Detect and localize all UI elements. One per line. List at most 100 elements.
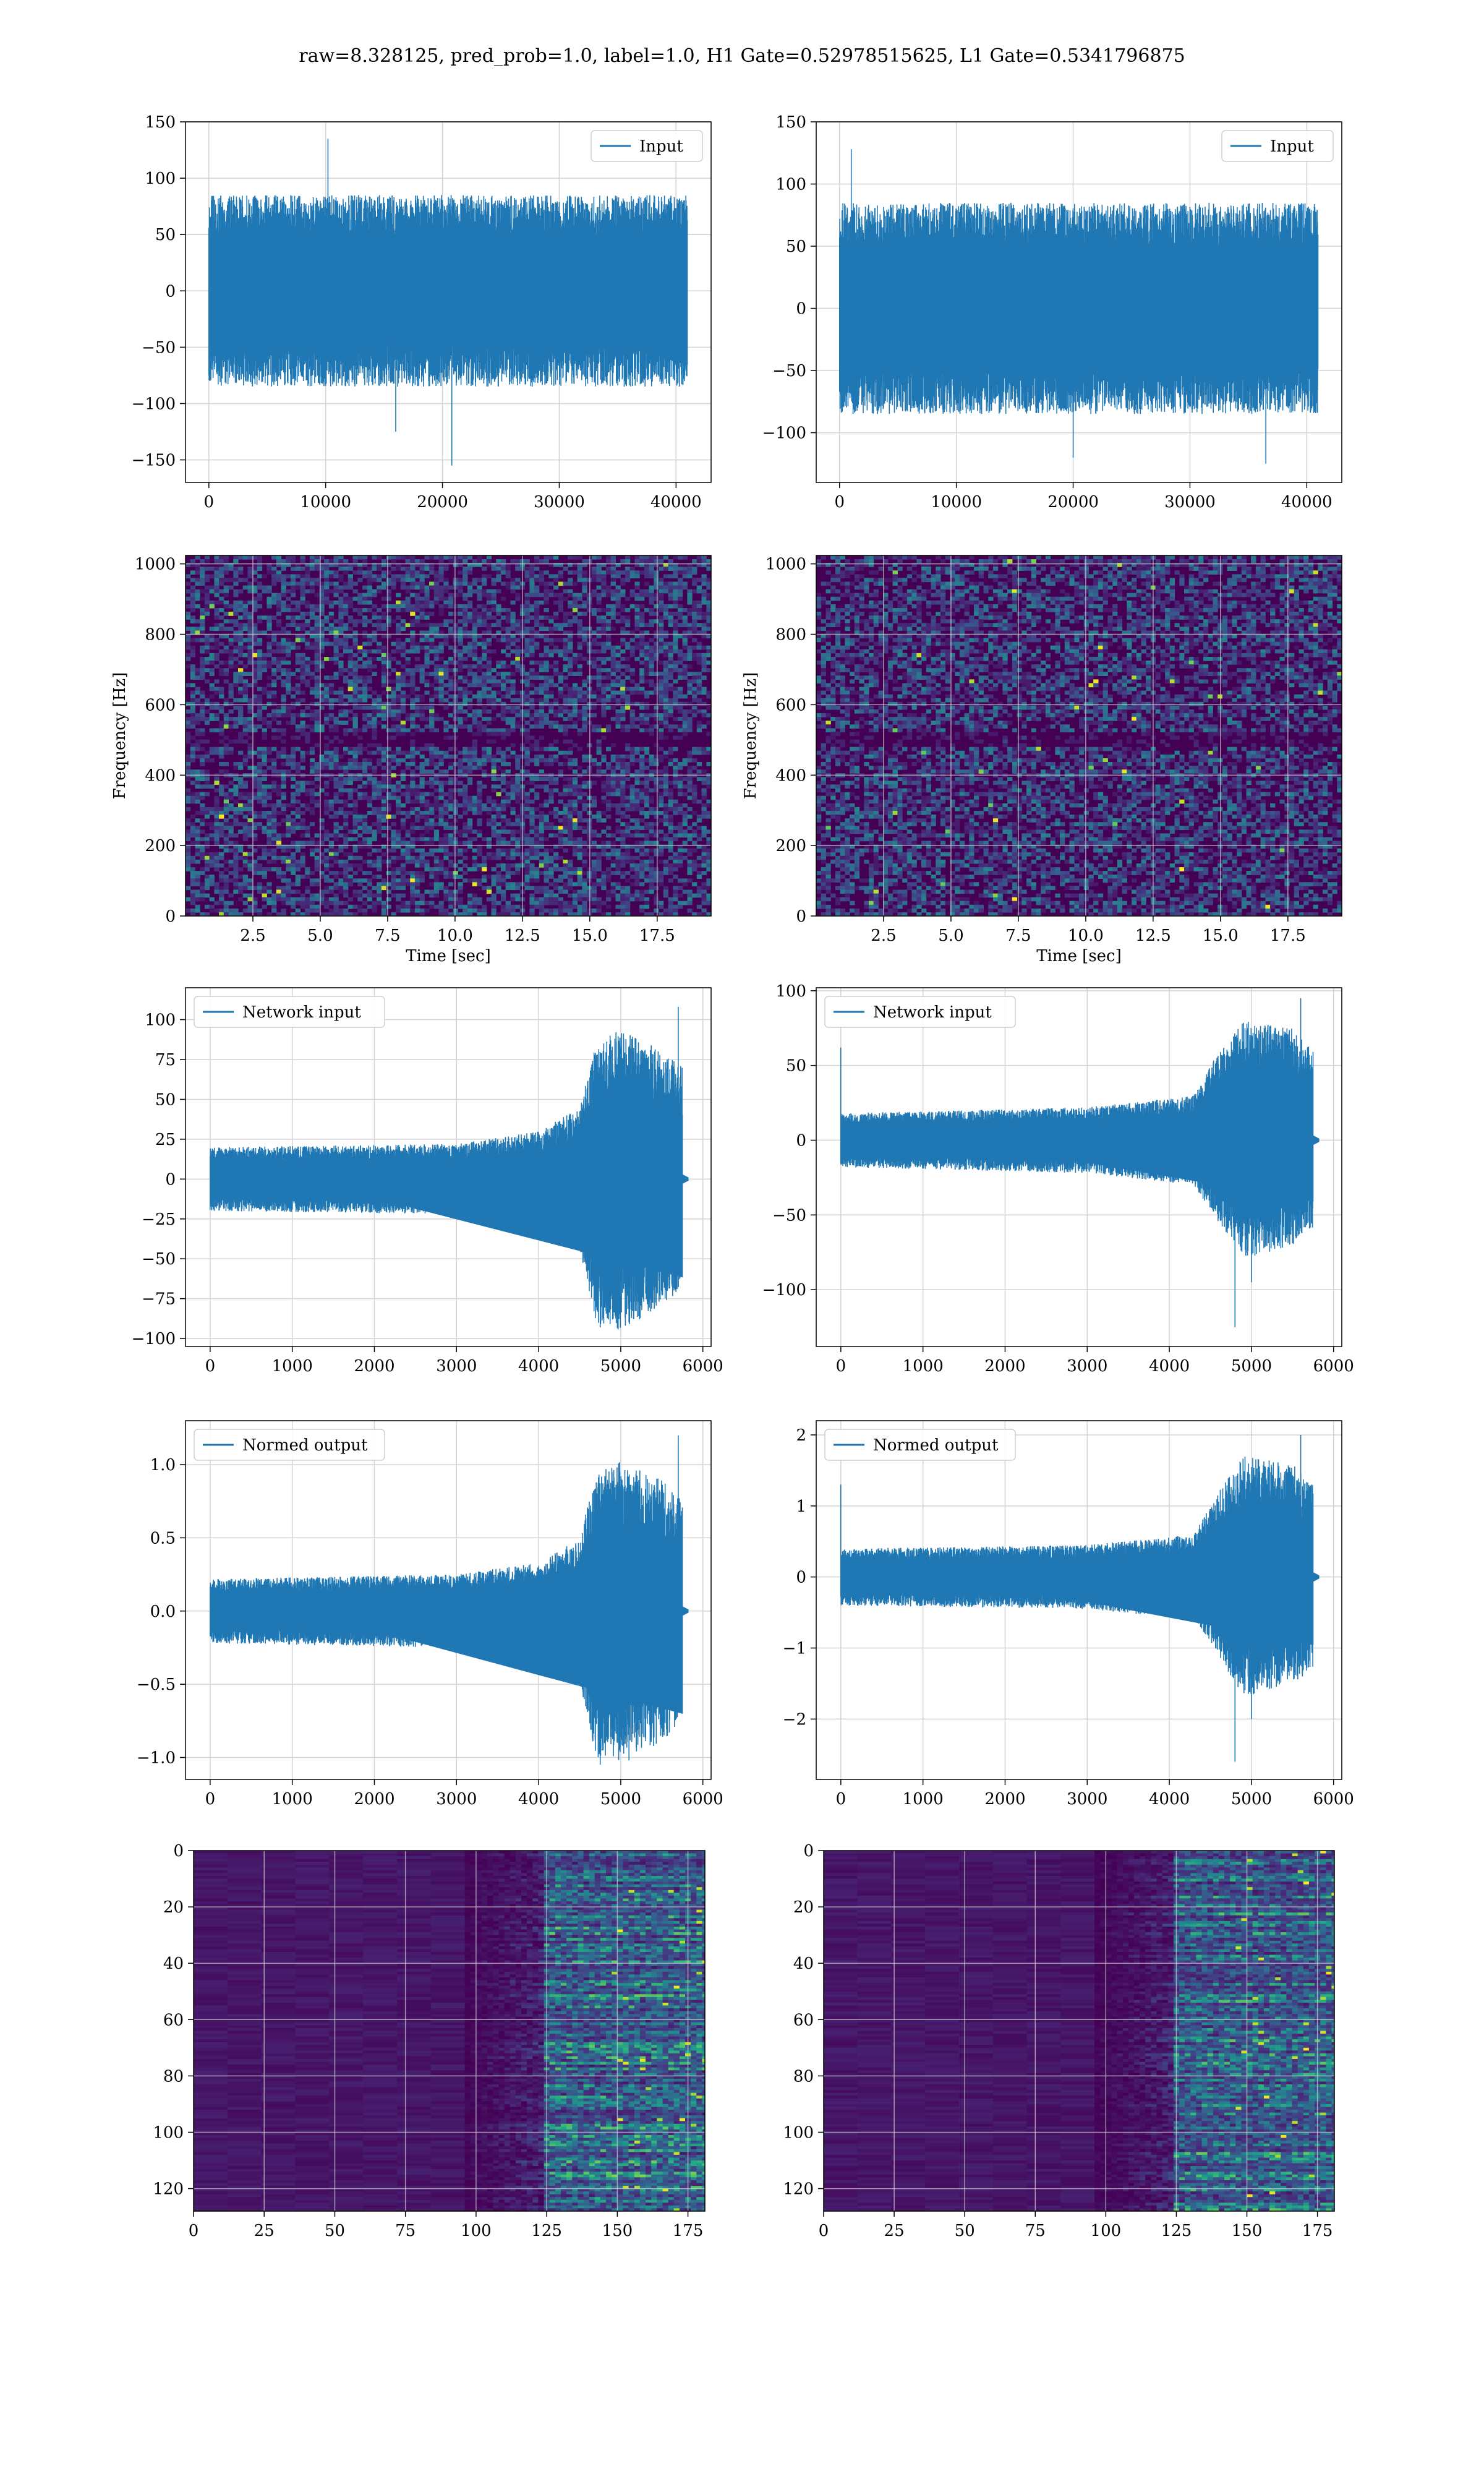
x-tick-label: 7.5	[1005, 927, 1031, 945]
x-tick-label: 2000	[354, 1790, 394, 1808]
x-tick-label: 125	[531, 2222, 562, 2240]
x-tick-label: 30000	[534, 493, 585, 511]
y-tick-label: 0	[165, 1170, 176, 1189]
x-tick-label: 20000	[1047, 493, 1099, 511]
x-tick-label: 6000	[683, 1357, 723, 1376]
legend: Normed output	[824, 1429, 1016, 1461]
y-tick-label: 40	[793, 1954, 814, 1973]
x-tick-label: 2000	[984, 1357, 1025, 1376]
y-tick-label: 100	[783, 2123, 814, 2142]
x-tick-label: 1000	[903, 1357, 944, 1376]
x-tick-label: 1000	[903, 1790, 944, 1808]
x-tick-label: 2000	[984, 1790, 1025, 1808]
x-tick-label: 25	[254, 2222, 275, 2240]
y-tick-label: 0	[165, 282, 176, 301]
series-line	[839, 149, 1319, 464]
y-tick-label: 25	[155, 1131, 176, 1149]
y-tick-label: 80	[793, 2067, 814, 2086]
chart-l1-feature-map: 0 25 50 75 100 125 150 175 0 20 40 60 80 100 120	[783, 1842, 1335, 2240]
x-tick-label: 0	[836, 1357, 846, 1376]
y-tick-label: 0	[173, 1842, 184, 1860]
y-tick-label: 120	[153, 2180, 184, 2199]
chart-h1-normed-output: 0 1000 2000 3000 4000 5000 6000 −1.0 −0.5 0.0 0.5 1…	[137, 1420, 723, 1808]
y-tick-label: 400	[145, 766, 176, 785]
x-tick-label: 15.0	[572, 927, 608, 945]
x-tick-label: 0	[819, 2222, 829, 2240]
x-tick-label: 5000	[600, 1357, 641, 1376]
x-tick-label: 0	[836, 1790, 846, 1808]
x-axis-label: Time [sec]	[1036, 947, 1122, 965]
y-axis-label: Frequency [Hz]	[741, 672, 760, 800]
y-tick-label: −50	[772, 362, 806, 380]
y-tick-label: 1000	[765, 555, 806, 574]
y-tick-label: 600	[145, 696, 176, 714]
x-tick-label: 20000	[417, 493, 468, 511]
ticks: 0 1000 2000 3000 4000 5000 6000 −100 −50 0 50 100	[762, 982, 1354, 1376]
legend: Input	[1221, 130, 1334, 162]
y-tick-label: −1	[783, 1640, 806, 1658]
x-tick-label: 6000	[683, 1790, 723, 1808]
grid	[823, 1850, 1334, 2211]
y-tick-label: 40	[163, 1954, 184, 1973]
y-tick-label: −100	[132, 395, 176, 413]
y-tick-label: 20	[793, 1898, 814, 1917]
axes-frame	[185, 1420, 712, 1780]
x-tick-label: 5.0	[307, 927, 333, 945]
x-tick-label: 3000	[436, 1790, 477, 1808]
y-tick-label: 0	[796, 1569, 806, 1587]
x-tick-label: 7.5	[375, 927, 400, 945]
x-tick-label: 10.0	[437, 927, 473, 945]
x-tick-label: 1000	[272, 1790, 313, 1808]
x-tick-label: 17.5	[639, 927, 675, 945]
legend-label: Normed output	[873, 1436, 999, 1455]
x-tick-label: 175	[673, 2222, 704, 2240]
y-tick-label: 1	[796, 1497, 806, 1516]
y-tick-label: 100	[145, 1011, 176, 1030]
y-tick-label: 80	[163, 2067, 184, 2086]
legend-label: Input	[1270, 137, 1314, 156]
y-tick-label: 0	[165, 907, 176, 926]
legend: Network input	[824, 996, 1016, 1028]
chart-l1-network-input: 0 1000 2000 3000 4000 5000 6000 −100 −50 0 50 100 Ne…	[762, 982, 1354, 1376]
x-tick-label: 0	[205, 1790, 216, 1808]
x-tick-label: 25	[884, 2222, 905, 2240]
y-tick-label: 400	[775, 766, 806, 785]
legend: Input	[591, 130, 703, 162]
ticks: 0 25 50 75 100 125 150 175 0 20 40 60 80 100 120	[783, 1842, 1333, 2240]
axes-frame	[185, 555, 712, 917]
x-tick-label: 1000	[272, 1357, 313, 1376]
y-tick-label: 1000	[135, 555, 176, 574]
x-tick-label: 125	[1161, 2222, 1192, 2240]
ticks: 0 1000 2000 3000 4000 5000 6000 −100 −75 −50 −25 0 2…	[132, 1011, 723, 1376]
series-line	[840, 1435, 1320, 1762]
y-tick-label: 20	[163, 1898, 184, 1917]
ticks: 0 25 50 75 100 125 150 175 0 20 40 60 80 100 120	[153, 1842, 703, 2240]
x-tick-label: 17.5	[1270, 927, 1306, 945]
x-tick-label: 5000	[1231, 1357, 1272, 1376]
y-tick-label: 800	[775, 626, 806, 644]
legend: Network input	[194, 996, 385, 1028]
x-tick-label: 2.5	[240, 927, 265, 945]
x-tick-label: 12.5	[1135, 927, 1171, 945]
x-tick-label: 30000	[1164, 493, 1216, 511]
x-tick-label: 50	[955, 2222, 975, 2240]
axes-frame	[193, 1850, 706, 2212]
legend-label: Network input	[242, 1003, 361, 1022]
chart-l1-input: 0 10000 20000 30000 40000 −100 −50 0 50 100 150 Inp…	[762, 113, 1342, 511]
y-tick-label: 600	[775, 696, 806, 714]
x-tick-label: 6000	[1313, 1357, 1354, 1376]
x-tick-label: 4000	[518, 1790, 559, 1808]
y-tick-label: 0	[796, 300, 806, 319]
x-tick-label: 0	[189, 2222, 199, 2240]
x-tick-label: 50	[325, 2222, 345, 2240]
grid	[186, 555, 711, 917]
axes-frame	[185, 987, 712, 1347]
x-tick-label: 175	[1302, 2222, 1333, 2240]
axes-frame	[816, 555, 1342, 917]
ticks: 0 10000 20000 30000 40000 −150 −100 −50 0 50 100 15…	[132, 113, 702, 511]
series-line	[210, 1435, 689, 1765]
y-tick-label: −100	[132, 1330, 176, 1348]
y-axis-label: Frequency [Hz]	[111, 672, 129, 800]
x-tick-label: 150	[1232, 2222, 1263, 2240]
